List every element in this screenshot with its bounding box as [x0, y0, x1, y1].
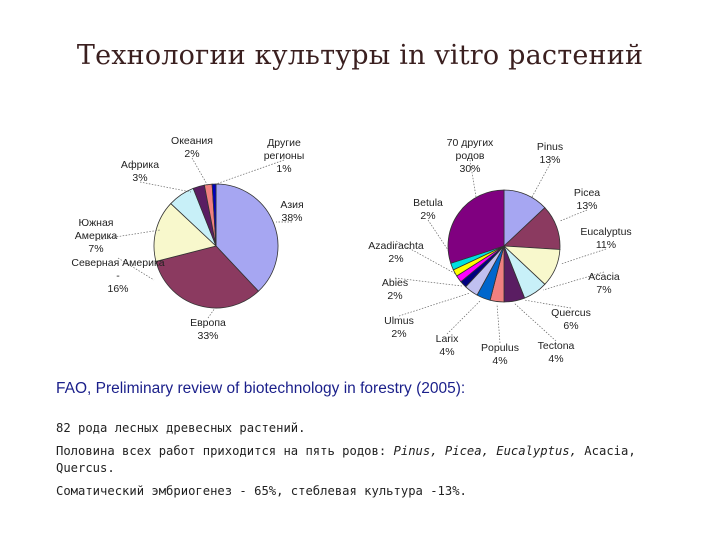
leader-line-genus-0 — [531, 163, 551, 198]
leader-line-genus-5 — [513, 302, 557, 342]
slice-label-genus-4: Quercus 6% — [551, 307, 591, 332]
slice-label-genus-8: Ulmus 2% — [384, 315, 414, 340]
pie-slice-region-0 — [215, 183, 279, 292]
slice-label-genus-5: Tectona 4% — [538, 340, 575, 365]
pie-slice-genus-12 — [447, 189, 505, 264]
leader-line-region-6 — [215, 159, 285, 185]
leader-line-genus-7 — [446, 299, 482, 335]
leader-line-genus-4 — [523, 299, 572, 309]
slice-label-genus-9: Abies 2% — [382, 277, 408, 302]
slice-label-region-4: Африка 3% — [121, 159, 159, 184]
note-top-genera: Половина всех работ приходится на пять р… — [56, 443, 666, 477]
slice-label-genus-1: Picea 13% — [574, 187, 600, 212]
slide-title: Технологии культуры in vitro растений — [76, 40, 644, 71]
slice-label-region-1: Европа 33% — [190, 317, 226, 342]
leader-line-genus-6 — [496, 303, 501, 344]
pie-slice-region-1 — [155, 245, 260, 309]
slice-label-region-2: Северная Америка -16% — [71, 257, 164, 295]
slice-label-genus-12: 70 других родов 30% — [447, 137, 494, 175]
note-top-genera-suffix: Acacia, Quercus. — [56, 444, 636, 475]
slice-label-region-3: Южная Америка 7% — [75, 217, 118, 255]
leader-line-genus-9 — [394, 277, 463, 287]
leader-line-region-2 — [117, 257, 155, 281]
leader-line-genus-2 — [560, 248, 607, 265]
leader-line-genus-8 — [398, 292, 471, 317]
slice-label-region-6: Другие регионы 1% — [264, 137, 305, 175]
note-culture-methods: Соматический эмбриогенез - 65%, стеблева… — [56, 484, 467, 498]
pie-charts: Азия 38% Европа 33% Северная Америка -16%Южна… — [71, 135, 631, 367]
leader-line-genus-1 — [559, 209, 588, 222]
pie-slice-region-6 — [211, 183, 217, 247]
leader-line-region-5 — [191, 157, 209, 187]
pie-chart-2: Pinus 13% Picea 13% Eucalyptus 11% Acacia 7% Que… — [368, 137, 631, 367]
pie-chart-1: Азия 38% Европа 33% Северная Америка -16%Южна… — [71, 135, 304, 342]
slice-label-genus-7: Larix 4% — [436, 333, 460, 358]
note-top-genera-prefix: Половина всех работ приходится на пять р… — [56, 444, 394, 458]
slice-label-genus-10: Azadirachta 2% — [368, 240, 424, 265]
slice-label-genus-11: Betula 2% — [413, 197, 443, 222]
leader-line-region-4 — [139, 181, 192, 193]
leader-line-genus-10 — [395, 240, 457, 275]
notes-block: 82 рода лесных древесных растений. Полов… — [56, 420, 666, 506]
note-top-genera-italic: Pinus, Picea, Eucalyptus, — [393, 444, 577, 458]
slice-label-region-5: Океания 2% — [171, 135, 213, 160]
slice-label-genus-2: Eucalyptus 11% — [580, 226, 631, 251]
slice-label-region-0: Азия 38% — [280, 199, 303, 224]
slice-label-genus-0: Pinus 13% — [537, 141, 563, 166]
leader-line-region-1 — [207, 307, 216, 319]
slice-label-genus-3: Acacia 7% — [588, 271, 620, 296]
source-citation: FAO, Preliminary review of biotechnology… — [56, 380, 466, 397]
leader-line-genus-12 — [469, 159, 477, 198]
slice-label-genus-6: Populus 4% — [481, 342, 519, 367]
note-genera-count: 82 рода лесных древесных растений. — [56, 421, 306, 435]
